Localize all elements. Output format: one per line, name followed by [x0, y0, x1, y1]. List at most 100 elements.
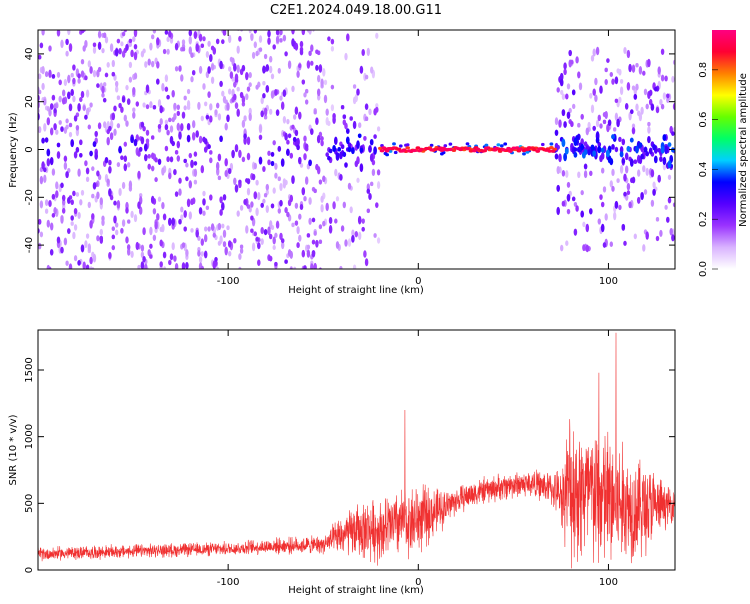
spectrogram-cell — [193, 31, 198, 40]
spectrogram-cell — [130, 49, 134, 58]
spectrogram-cell — [330, 104, 335, 112]
spectrogram-cell — [164, 74, 169, 83]
spectrogram-cell — [592, 48, 596, 57]
spectrogram-cell — [547, 149, 553, 153]
spectrogram-cell — [556, 184, 561, 192]
spectrogram-cell — [585, 244, 590, 253]
spectrogram-cell — [614, 76, 619, 85]
spectrogram-cell — [619, 165, 624, 174]
spectrogram-cell — [137, 264, 141, 269]
spectrogram-cell — [260, 110, 264, 118]
spectrogram-cell — [296, 144, 300, 151]
spectrogram-cell — [162, 213, 167, 221]
spectrogram-cell — [116, 123, 121, 129]
spectrogram-panel: -100 0 100 -40 -20 0 20 40 Height of straight l… — [8, 22, 676, 296]
spectrogram-cell — [588, 208, 593, 215]
spectrogram-cell — [246, 178, 251, 185]
spectrogram-cell — [46, 148, 51, 157]
spectrogram-cell — [133, 51, 138, 61]
spectrogram-cell — [246, 152, 251, 161]
spectrogram-cell — [140, 251, 145, 258]
spectrogram-cell — [68, 263, 73, 269]
spectrogram-cell — [660, 48, 665, 55]
spectrogram-cell — [269, 220, 273, 229]
spectrogram-cell — [318, 267, 322, 269]
spectrogram-cell — [162, 266, 167, 269]
spectrogram-cell — [369, 181, 374, 187]
spectrogram-cell — [103, 82, 107, 87]
spectrogram-cell — [178, 65, 182, 72]
spectrogram-cell — [614, 146, 619, 153]
spectrogram-cell — [91, 267, 95, 269]
spectrogram-cell — [653, 155, 658, 164]
spectrogram-cell — [210, 63, 215, 71]
spectrogram-cell — [102, 32, 107, 39]
spectrogram-cell — [609, 180, 613, 188]
spectrogram-cell — [197, 249, 201, 257]
spectrogram-cell — [203, 138, 208, 145]
spectrogram-cell — [258, 124, 263, 134]
spectrogram-cell — [659, 156, 663, 163]
spectrogram-cell — [140, 121, 145, 128]
spectrogram-cell — [226, 102, 230, 111]
spectrogram-cell — [286, 118, 290, 125]
spectrogram-cell — [660, 146, 665, 154]
x-tick-label: -100 — [217, 577, 240, 588]
spectrogram-cell — [126, 247, 131, 256]
spectrogram-cell — [602, 186, 607, 193]
spectrogram-cell — [190, 76, 194, 83]
spectrogram-cell — [393, 150, 398, 155]
spectrogram-cell — [140, 136, 145, 145]
spectrogram-cell — [558, 119, 562, 128]
spectrogram-cell — [39, 42, 44, 49]
spectrogram-cell — [623, 191, 627, 197]
spectrogram-cell — [77, 103, 81, 112]
spectrogram-cell — [219, 80, 223, 88]
spectrogram-cell — [228, 88, 232, 95]
spectrogram-cell — [82, 45, 86, 52]
spectrogram-cell — [616, 178, 620, 183]
spectrogram-cell — [163, 22, 167, 30]
spectrogram-cell — [566, 193, 571, 202]
spectrogram-cell — [96, 170, 100, 177]
spectrogram-cell — [633, 93, 638, 100]
spectrogram-cell — [308, 159, 312, 167]
spectrogram-cell — [643, 146, 648, 153]
spectrogram-cell — [277, 208, 282, 214]
spectrogram-cell — [41, 137, 45, 144]
spectrogram-cell — [116, 38, 121, 44]
spectrogram-cell — [291, 85, 295, 93]
spectrogram-cell — [125, 43, 129, 51]
spectrogram-cell — [304, 99, 309, 105]
y-tick-label: 20 — [24, 95, 35, 108]
spectrogram-cell — [522, 152, 526, 156]
spectrogram-cell — [494, 146, 499, 150]
spectrogram-cell — [190, 52, 194, 58]
spectrogram-cell — [623, 173, 627, 182]
spectrogram-cell — [239, 205, 244, 211]
spectrogram-cell — [359, 147, 364, 153]
spectrogram-cell — [186, 268, 188, 269]
spectrogram-cell — [626, 145, 631, 152]
spectrogram-cell — [140, 50, 145, 58]
spectrogram-cell — [320, 139, 324, 147]
spectrogram-cell — [279, 38, 283, 43]
spectrogram-cell — [369, 138, 374, 146]
spectrogram-cell — [628, 63, 632, 73]
spectrogram-cell — [299, 162, 304, 168]
spectrogram-cell — [204, 101, 208, 107]
spectrogram-cell — [604, 67, 608, 73]
spectrogram-cell — [594, 94, 598, 103]
spectrogram-cell — [560, 244, 564, 252]
spectrogram-cell — [590, 104, 595, 114]
spectrogram-cell — [154, 221, 158, 230]
spectrogram-cell — [558, 153, 562, 163]
spectrogram-cell — [233, 81, 237, 88]
spectrogram-cell — [234, 184, 239, 193]
spectrogram-cell — [234, 102, 239, 109]
spectrogram-cell — [286, 148, 290, 156]
spectrogram-cell — [80, 189, 85, 196]
spectrogram-cell — [120, 106, 124, 113]
spectrogram-cell — [149, 101, 153, 109]
spectrogram-cell — [282, 180, 287, 189]
